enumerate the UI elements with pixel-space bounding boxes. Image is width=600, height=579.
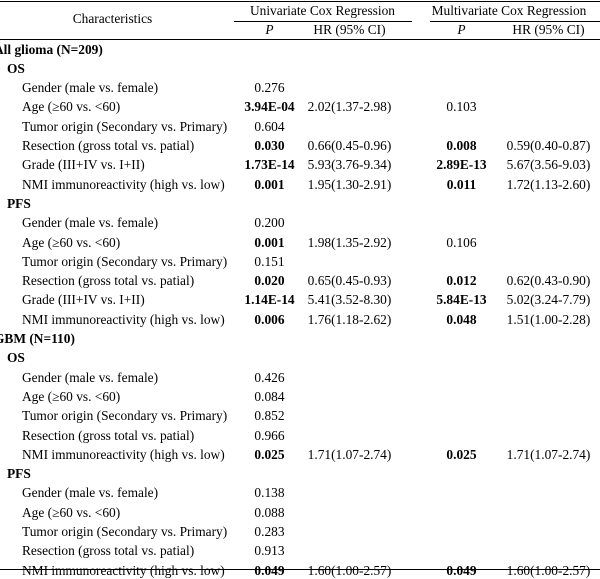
- univariate-p-value: 0.001: [254, 176, 285, 192]
- multivariate-p-value: 0.103: [446, 99, 477, 115]
- univariate-hazard-ratio: 1.98(1.35-2.92): [307, 234, 392, 250]
- header-bottom-rule: [0, 39, 600, 40]
- section-title: OS: [7, 350, 25, 366]
- univariate-p-value: 1.73E-14: [244, 157, 295, 173]
- row-label: Grade (III+IV vs. I+II): [22, 157, 145, 173]
- group-title: GBM (N=110): [0, 331, 75, 346]
- univariate-p-value: 0.913: [254, 543, 285, 559]
- multivariate-hazard-ratio: 5.67(3.56-9.03): [506, 157, 591, 173]
- univariate-p-value: 0.001: [254, 234, 285, 250]
- section-title: PFS: [7, 195, 31, 211]
- row-label: Tumor origin (Secondary vs. Primary): [22, 408, 228, 424]
- header-multivariate: Multivariate Cox Regression: [431, 3, 587, 18]
- section-title: PFS: [7, 466, 31, 482]
- row-label: Gender (male vs. female): [22, 369, 159, 385]
- row-label: Resection (gross total vs. patial): [22, 427, 195, 443]
- univariate-rule: [234, 21, 412, 22]
- row-label: NMI immunoreactivity (high vs. low): [22, 176, 225, 192]
- multivariate-p-value: 0.106: [446, 234, 477, 250]
- header-multi-hr: HR (95% CI): [512, 22, 585, 37]
- header-uni-p: P: [265, 22, 274, 37]
- multivariate-p-value: 0.011: [446, 176, 477, 192]
- multivariate-hazard-ratio: 0.59(0.40-0.87): [506, 138, 591, 153]
- multivariate-p-value: 0.012: [446, 273, 477, 289]
- univariate-p-value: 0.852: [254, 408, 285, 424]
- row-label: Grade (III+IV vs. I+II): [22, 292, 145, 308]
- group-title: All glioma (N=209): [0, 41, 103, 57]
- univariate-p-value: 0.084: [254, 388, 285, 404]
- multivariate-hazard-ratio: 1.72(1.13-2.60): [506, 176, 591, 192]
- row-label: Tumor origin (Secondary vs. Primary): [22, 118, 228, 134]
- row-label: Gender (male vs. female): [22, 485, 159, 501]
- univariate-hazard-ratio: 1.95(1.30-2.91): [307, 176, 392, 192]
- row-label: Gender (male vs. female): [22, 80, 159, 96]
- univariate-hazard-ratio: 2.02(1.37-2.98): [307, 99, 392, 115]
- header-uni-hr: HR (95% CI): [313, 22, 386, 37]
- row-label: Resection (gross total vs. patial): [22, 138, 195, 153]
- multivariate-p-value: 0.008: [446, 138, 477, 153]
- row-label: NMI immunoreactivity (high vs. low): [22, 446, 225, 462]
- row-label: Age (≥60 vs. <60): [22, 388, 121, 404]
- univariate-hazard-ratio: 1.76(1.18-2.62): [307, 311, 392, 327]
- univariate-p-value: 0.151: [254, 253, 285, 269]
- univariate-p-value: 0.025: [254, 446, 285, 462]
- univariate-hazard-ratio: 0.65(0.45-0.93): [307, 273, 392, 289]
- top-rule: [0, 1, 600, 2]
- univariate-hazard-ratio: 0.66(0.45-0.96): [307, 138, 392, 153]
- row-label: Age (≥60 vs. <60): [22, 504, 121, 520]
- univariate-p-value: 3.94E-04: [244, 99, 295, 115]
- row-label: Age (≥60 vs. <60): [22, 234, 121, 250]
- univariate-p-value: 0.283: [254, 524, 285, 539]
- row-label: Gender (male vs. female): [22, 215, 159, 231]
- row-label: Age (≥60 vs. <60): [22, 99, 121, 115]
- header-univariate: Univariate Cox Regression: [249, 3, 396, 18]
- univariate-p-value: 0.966: [254, 427, 285, 443]
- multivariate-hazard-ratio: 0.62(0.43-0.90): [506, 273, 591, 289]
- multivariate-hazard-ratio: 5.02(3.24-7.79): [506, 292, 591, 308]
- bottom-rule: [0, 569, 600, 570]
- univariate-hazard-ratio: 5.93(3.76-9.34): [307, 157, 392, 173]
- row-label: NMI immunoreactivity (high vs. low): [22, 311, 225, 327]
- univariate-hazard-ratio: 5.41(3.52-8.30): [307, 292, 392, 308]
- row-label: Resection (gross total vs. patial): [22, 273, 195, 289]
- multivariate-p-value: 0.025: [446, 446, 477, 462]
- univariate-p-value: 0.088: [254, 504, 285, 520]
- multivariate-rule: [430, 21, 600, 22]
- univariate-p-value: 0.030: [254, 138, 285, 153]
- section-title: OS: [7, 60, 25, 76]
- multivariate-hazard-ratio: 1.71(1.07-2.74): [506, 446, 591, 462]
- univariate-p-value: 0.138: [254, 485, 285, 501]
- row-label: Resection (gross total vs. patial): [22, 543, 195, 559]
- row-label: Tumor origin (Secondary vs. Primary): [22, 253, 228, 269]
- header-multi-p: P: [457, 22, 466, 37]
- univariate-p-value: 0.200: [254, 215, 285, 231]
- univariate-p-value: 0.006: [254, 311, 285, 327]
- univariate-p-value: 0.604: [254, 118, 285, 134]
- univariate-hazard-ratio: 1.71(1.07-2.74): [307, 446, 392, 462]
- row-label: Tumor origin (Secondary vs. Primary): [22, 524, 228, 539]
- multivariate-hazard-ratio: 1.51(1.00-2.28): [506, 311, 591, 327]
- univariate-p-value: 1.14E-14: [244, 292, 295, 308]
- multivariate-p-value: 0.048: [446, 311, 477, 327]
- multivariate-p-value: 2.89E-13: [436, 157, 487, 173]
- univariate-p-value: 0.426: [254, 369, 285, 385]
- univariate-p-value: 0.020: [254, 273, 285, 289]
- header-characteristics: Characteristics: [72, 11, 153, 26]
- univariate-p-value: 0.276: [254, 80, 285, 96]
- multivariate-p-value: 5.84E-13: [436, 292, 487, 308]
